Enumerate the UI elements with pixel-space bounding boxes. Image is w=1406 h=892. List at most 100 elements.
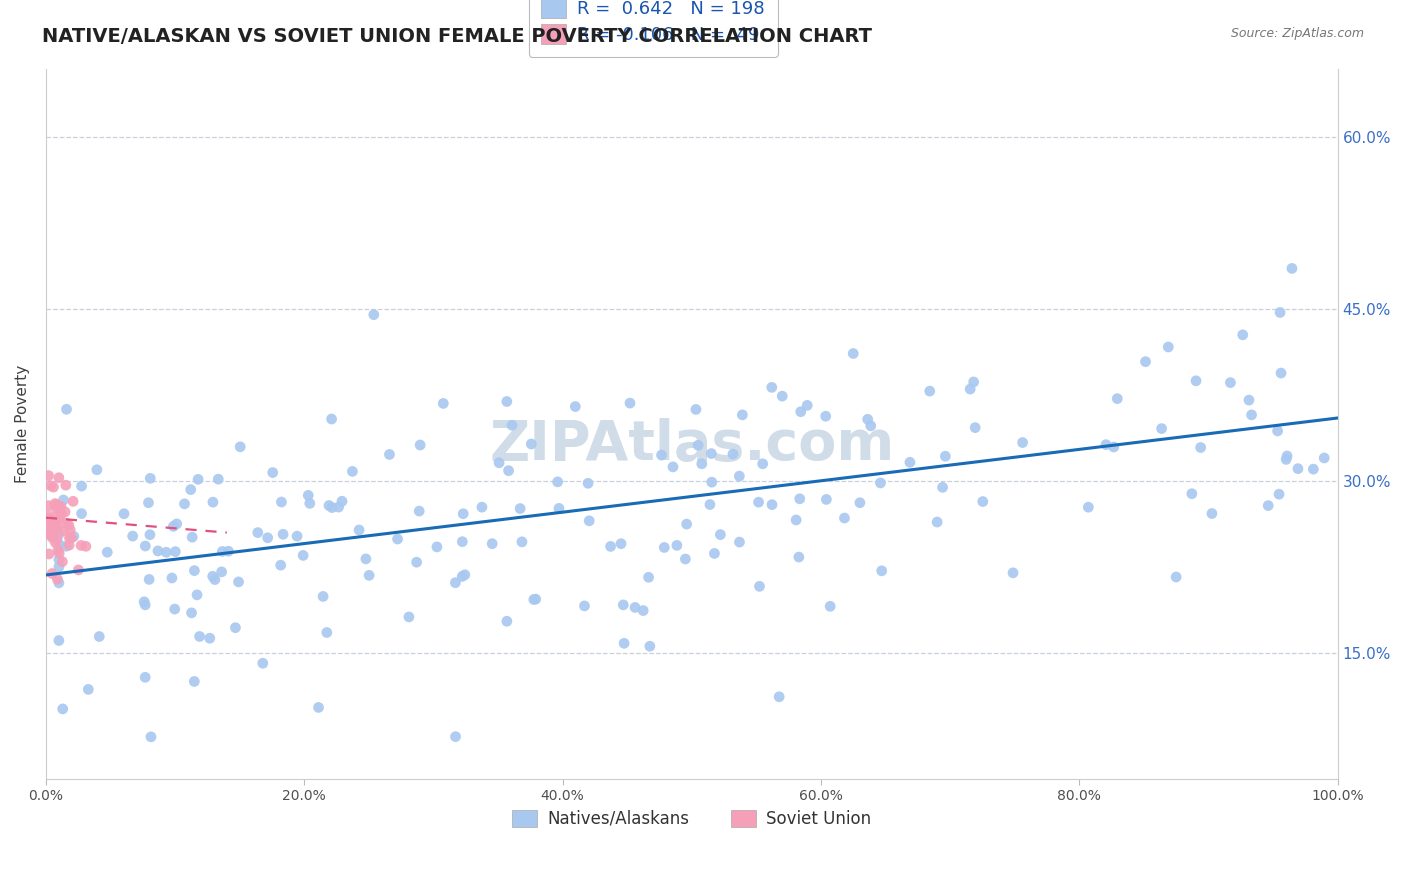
- Point: [342, 464, 364, 478]
- Point: [1185, 374, 1208, 388]
- Point: [48, 512, 70, 526]
- Point: [751, 457, 773, 471]
- Point: [86, 463, 108, 477]
- Point: [38, 523, 60, 537]
- Point: [748, 495, 770, 509]
- Point: [612, 598, 634, 612]
- Point: [217, 544, 239, 558]
- Point: [1281, 261, 1303, 276]
- Point: [408, 504, 430, 518]
- Point: [48, 575, 70, 590]
- Point: [270, 558, 292, 573]
- Point: [703, 546, 725, 560]
- Point: [138, 573, 160, 587]
- Point: [509, 501, 531, 516]
- Point: [44, 523, 66, 537]
- Point: [918, 384, 941, 398]
- Point: [207, 472, 229, 486]
- Point: [934, 449, 956, 463]
- Point: [1268, 487, 1291, 501]
- Point: [637, 570, 659, 584]
- Point: [451, 569, 474, 583]
- Point: [378, 447, 401, 461]
- Point: [46, 572, 69, 586]
- Point: [761, 498, 783, 512]
- Point: [138, 496, 160, 510]
- Point: [112, 507, 135, 521]
- Point: [1219, 376, 1241, 390]
- Point: [354, 552, 377, 566]
- Point: [1157, 340, 1180, 354]
- Point: [1181, 486, 1204, 500]
- Point: [49, 500, 72, 514]
- Point: [347, 523, 370, 537]
- Point: [139, 730, 162, 744]
- Point: [834, 511, 856, 525]
- Point: [699, 498, 721, 512]
- Point: [77, 682, 100, 697]
- Point: [731, 408, 754, 422]
- Point: [787, 550, 810, 565]
- Point: [55, 478, 77, 492]
- Point: [1002, 566, 1025, 580]
- Point: [262, 466, 284, 480]
- Point: [1257, 499, 1279, 513]
- Point: [321, 412, 343, 426]
- Point: [1201, 507, 1223, 521]
- Point: [44, 519, 66, 533]
- Point: [52, 702, 75, 716]
- Point: [1286, 461, 1309, 475]
- Point: [38, 547, 60, 561]
- Point: [134, 539, 156, 553]
- Point: [38, 499, 60, 513]
- Point: [610, 537, 633, 551]
- Point: [574, 599, 596, 613]
- Point: [631, 603, 654, 617]
- Point: [45, 498, 67, 512]
- Point: [768, 690, 790, 704]
- Point: [1166, 570, 1188, 584]
- Point: [271, 527, 294, 541]
- Point: [52, 524, 75, 538]
- Point: [186, 588, 208, 602]
- Point: [690, 457, 713, 471]
- Point: [815, 492, 838, 507]
- Point: [48, 560, 70, 574]
- Point: [297, 488, 319, 502]
- Point: [270, 495, 292, 509]
- Point: [48, 546, 70, 560]
- Point: [55, 539, 77, 553]
- Point: [675, 517, 697, 532]
- Point: [160, 571, 183, 585]
- Point: [228, 574, 250, 589]
- Point: [498, 464, 520, 478]
- Point: [548, 501, 571, 516]
- Point: [524, 592, 547, 607]
- Point: [330, 494, 353, 508]
- Point: [67, 563, 90, 577]
- Point: [859, 418, 882, 433]
- Point: [547, 475, 569, 489]
- Point: [1268, 305, 1291, 319]
- Point: [48, 471, 70, 485]
- Point: [292, 549, 315, 563]
- Point: [363, 308, 385, 322]
- Point: [201, 495, 224, 509]
- Point: [673, 552, 696, 566]
- Point: [173, 497, 195, 511]
- Point: [869, 475, 891, 490]
- Point: [42, 521, 65, 535]
- Point: [624, 600, 647, 615]
- Point: [770, 389, 793, 403]
- Point: [1302, 462, 1324, 476]
- Point: [134, 595, 156, 609]
- Point: [51, 555, 73, 569]
- Point: [638, 640, 661, 654]
- Point: [211, 565, 233, 579]
- Point: [405, 555, 427, 569]
- Point: [252, 657, 274, 671]
- Point: [789, 491, 811, 506]
- Point: [134, 670, 156, 684]
- Point: [496, 614, 519, 628]
- Point: [495, 394, 517, 409]
